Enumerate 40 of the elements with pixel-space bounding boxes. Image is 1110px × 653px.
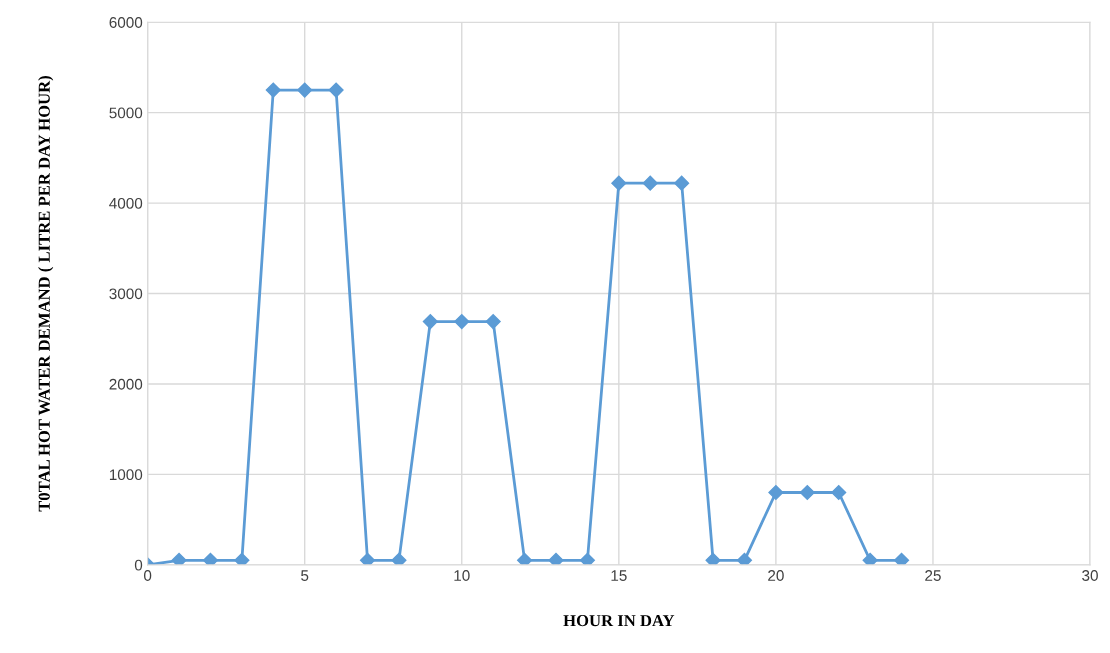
point (862, 552, 878, 565)
point (611, 175, 627, 191)
point (297, 82, 313, 98)
x-tick-label: 0 (143, 570, 152, 581)
point (579, 552, 595, 565)
y-tick-label: 6000 (109, 17, 143, 28)
y-axis-title: T0TAL HOT WATER DEMAND ( LITRE PER DAY HOUR) (38, 76, 54, 512)
x-tick-label: 5 (301, 570, 309, 581)
point (642, 175, 658, 191)
point (831, 484, 847, 501)
x-tick-label: 10 (454, 570, 470, 581)
point (674, 175, 690, 191)
point (359, 552, 376, 565)
x-tick-label: 20 (768, 570, 784, 581)
y-tick-label: 1000 (109, 469, 143, 481)
x-tick-label: 15 (611, 570, 627, 581)
point (265, 82, 281, 98)
y-tick-label: 2000 (109, 378, 143, 390)
point (234, 552, 250, 565)
point (768, 484, 784, 501)
point (548, 552, 564, 565)
point (391, 552, 407, 565)
point (422, 313, 438, 330)
point (799, 484, 815, 501)
point (485, 313, 501, 330)
y-tick-label: 5000 (109, 107, 143, 119)
point (736, 552, 753, 565)
point (328, 82, 344, 98)
point (202, 552, 219, 565)
x-axis-title: HOUR IN DAY (563, 615, 675, 627)
y-tick-label: 0 (134, 559, 143, 571)
x-tick-label: 30 (1082, 570, 1098, 581)
point (171, 552, 187, 565)
point (454, 313, 470, 330)
point (517, 552, 533, 565)
x-tick-label: 25 (925, 570, 941, 581)
y-tick-label: 3000 (109, 288, 143, 300)
y-tick-label: 4000 (109, 197, 143, 209)
point (893, 552, 910, 565)
point (705, 552, 721, 565)
